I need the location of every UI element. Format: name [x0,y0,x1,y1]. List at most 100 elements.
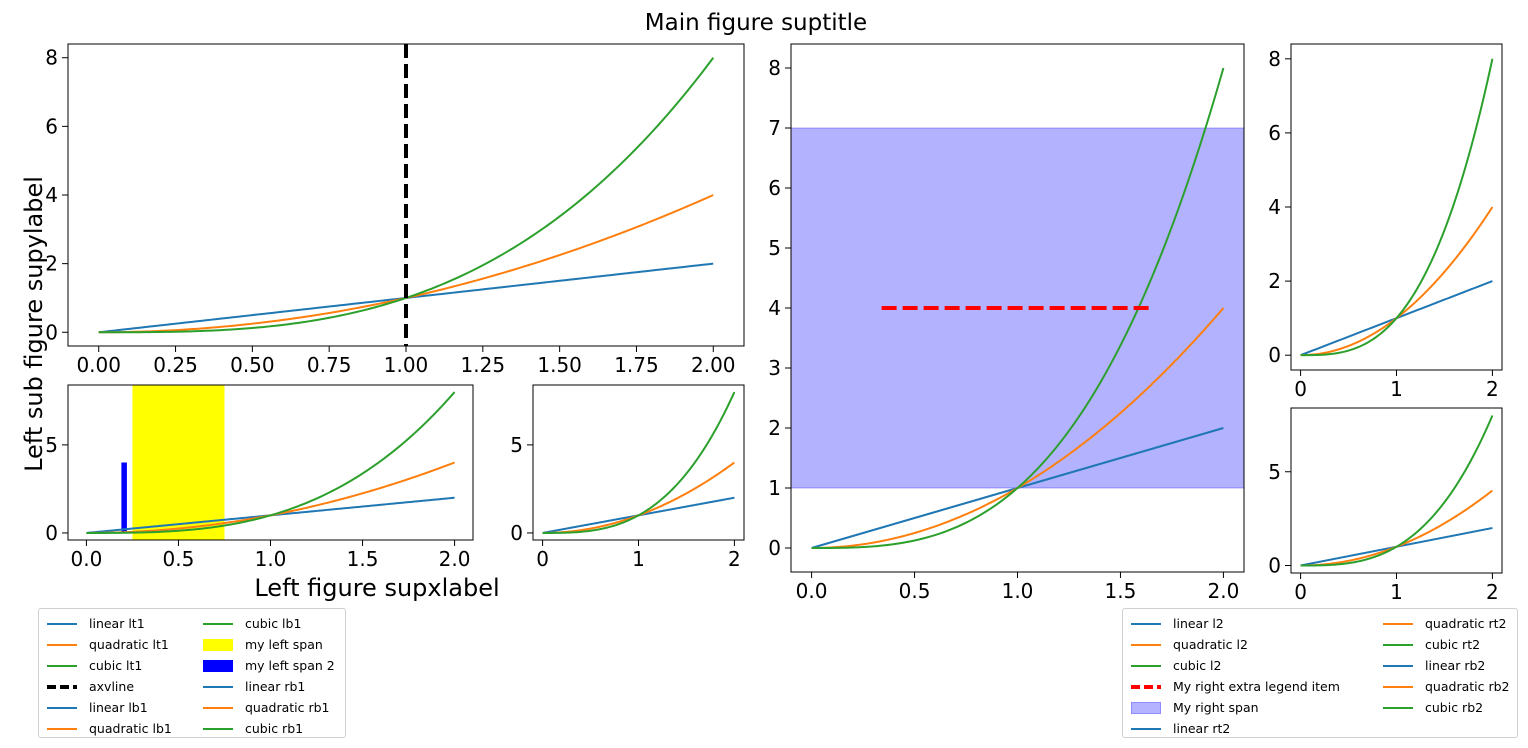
ytick-label: 5 [510,433,523,457]
legend-entry: linear rt2 [1131,718,1230,739]
axes-l2: 0.0 0.5 1.0 1.5 2.0 0 1 2 3 4 5 6 7 8 [768,43,1245,603]
ytick-label: 0 [45,521,58,545]
legend-handle [47,639,77,651]
legend-label: My right span [1173,700,1259,715]
legend-label: quadratic rt2 [1425,616,1507,631]
ytick-label: 4 [768,296,781,320]
legend-entry: cubic l2 [1131,655,1221,676]
legend-entry: quadratic rb2 [1383,676,1510,697]
legend-label: linear rb2 [1425,658,1486,673]
ytick-label: 0 [1268,343,1281,367]
legend-handle [47,618,77,630]
legend-label: quadratic rb1 [245,700,330,715]
legend-handle [1131,618,1161,630]
xtick-label: 0.0 [796,579,828,603]
legend-entry: cubic lt1 [47,655,142,676]
legend-handle [47,702,77,714]
ytick-label: 8 [45,46,58,70]
xtick-label: 1.00 [384,353,429,377]
xtick-label: 0.0 [71,547,103,571]
legend-entry: linear rb2 [1383,655,1485,676]
left-supxlabel: Left figure supxlabel [254,574,499,602]
axes-frame-rb1 [532,384,745,541]
ytick-label: 1 [768,476,781,500]
xtick-label: 1.0 [1002,579,1034,603]
axes-frame-lb1 [67,384,474,541]
xtick-label: 2 [1486,377,1499,401]
legend-handle [1131,639,1161,651]
legend-label: cubic rb1 [245,721,304,736]
legend-handle [203,681,233,693]
ytick-label: 6 [768,176,781,200]
ytick-label: 5 [1268,460,1281,484]
axes-rb1: 0 1 2 0 5 [510,384,745,571]
xtick-label: 1 [1390,580,1403,604]
ytick-label: 7 [768,116,781,140]
legend-label: linear rt2 [1173,721,1231,736]
legend-handle [47,681,77,693]
xtick-label: 2.0 [1208,579,1240,603]
legend-handle [1383,702,1413,714]
plot-area-l2 [791,67,1244,549]
legend-label: linear lt1 [89,616,145,631]
legend-entry: My right extra legend item [1131,676,1340,697]
plot-area-lb1 [86,385,456,540]
legend-handle [47,660,77,672]
xtick-label: 2 [1486,580,1499,604]
xtick-label: 0 [536,547,549,571]
axes-lb1: 0.0 0.5 1.0 1.5 2.0 0 5 [45,384,474,571]
legend-handle [1131,701,1161,714]
xtick-label: 0.00 [76,353,121,377]
xtick-label: 0 [1294,377,1307,401]
legend-label: quadratic l2 [1173,637,1248,652]
plot-area-rb1 [542,391,736,534]
xtick-label: 1 [1390,377,1403,401]
legend-entry: my left span 2 [203,655,335,676]
legend-label: cubic lb1 [245,616,302,631]
xtick-label: 1.75 [614,353,659,377]
legend-entry: quadratic lb1 [47,718,172,739]
ytick-label: 4 [45,183,58,207]
ytick-label: 6 [1268,121,1281,145]
axes-layer: 0.00 0.25 0.50 0.75 1.00 1.25 1.50 1.75 2.000246… [45,43,1503,604]
axes-frame-rb2 [1290,407,1503,574]
legend-label: my left span [245,637,323,652]
ytick-label: 0 [1268,554,1281,578]
xtick-label: 1.25 [461,353,506,377]
legend-right: linear l2 quadratic l2 cubic l2 My right ex… [1122,608,1518,738]
legend-entry: cubic rt2 [1383,634,1480,655]
series-cubic-rb2 [1300,415,1494,567]
legend-handle [203,618,233,630]
series-cubic-lb1 [86,391,456,534]
legend-handle [203,723,233,735]
series-cubic-l2 [811,67,1225,549]
xtick-label: 1.0 [255,547,287,571]
axes-rb2: 0 1 2 0 5 [1268,407,1503,604]
ytick-label: 2 [45,252,58,276]
legend-entry: my left span [203,634,323,655]
xtick-label: 0.75 [307,353,352,377]
legend-handle [1131,723,1161,735]
axes-lt1: 0.00 0.25 0.50 0.75 1.00 1.25 1.50 1.75 2.00 0 2 4 6… [45,43,745,377]
xtick-label: 2.00 [691,353,736,377]
legend-entry: quadratic rt2 [1383,613,1506,634]
legend-label: linear lb1 [89,700,148,715]
left-span-1 [132,385,225,540]
legend-handle [203,702,233,714]
legend-entry: quadratic lt1 [47,634,169,655]
ytick-label: 0 [45,320,58,344]
xtick-label: 1.5 [1105,579,1137,603]
legend-entry: quadratic rb1 [203,697,330,718]
legend-left: linear lt1 quadratic lt1 cubic lt1 axvline l… [38,608,346,738]
axes-frame-rt2 [1290,43,1503,371]
legend-entry: linear lt1 [47,613,145,634]
xtick-label: 1.5 [347,547,379,571]
legend-handle [1131,681,1161,693]
series-cubic-rt2 [1300,58,1494,357]
xtick-label: 0 [1294,580,1307,604]
ytick-label: 5 [768,236,781,260]
ytick-label: 6 [45,114,58,138]
legend-handle [1383,660,1413,672]
series-cubic-rb1 [542,391,736,534]
legend-entry: quadratic l2 [1131,634,1248,655]
